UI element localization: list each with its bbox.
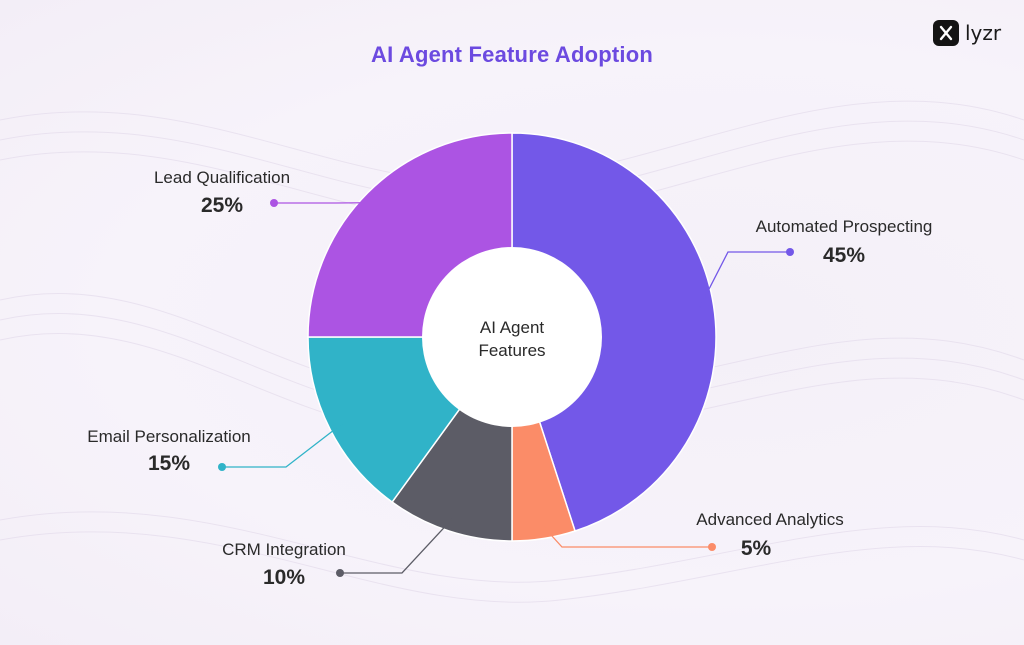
slice-label: Automated Prospecting bbox=[756, 217, 933, 236]
slice-value-label: 5% bbox=[741, 537, 772, 560]
center-label-line-2: Features bbox=[478, 341, 545, 360]
slice-label: Lead Qualification bbox=[154, 168, 290, 187]
center-label-line-1: AI Agent bbox=[480, 318, 545, 337]
leader-dot bbox=[218, 463, 226, 471]
slice-automated-prospecting bbox=[511, 132, 717, 532]
lyzr-logo-icon bbox=[933, 20, 959, 46]
brand-logo: lyzr bbox=[933, 20, 1001, 46]
slice-label: Email Personalization bbox=[87, 427, 250, 446]
leader-line bbox=[699, 251, 790, 308]
slice-label: CRM Integration bbox=[222, 540, 346, 559]
chart-title: AI Agent Feature Adoption bbox=[370, 42, 654, 67]
leader-dot bbox=[336, 569, 344, 577]
leader-dot bbox=[708, 543, 716, 551]
brand-name: lyzr bbox=[965, 21, 1002, 45]
leader-line bbox=[222, 422, 344, 468]
slice-value-label: 45% bbox=[823, 244, 865, 267]
slice-value-label: 10% bbox=[263, 566, 305, 589]
leader-line bbox=[340, 517, 454, 574]
leader-dot bbox=[270, 199, 278, 207]
leader-line bbox=[541, 524, 712, 548]
donut-hole bbox=[422, 247, 602, 427]
slice-value-label: 15% bbox=[148, 452, 190, 475]
slice-label: Advanced Analytics bbox=[696, 510, 843, 529]
slice-value-label: 25% bbox=[201, 194, 243, 217]
leader-dot bbox=[786, 248, 794, 256]
